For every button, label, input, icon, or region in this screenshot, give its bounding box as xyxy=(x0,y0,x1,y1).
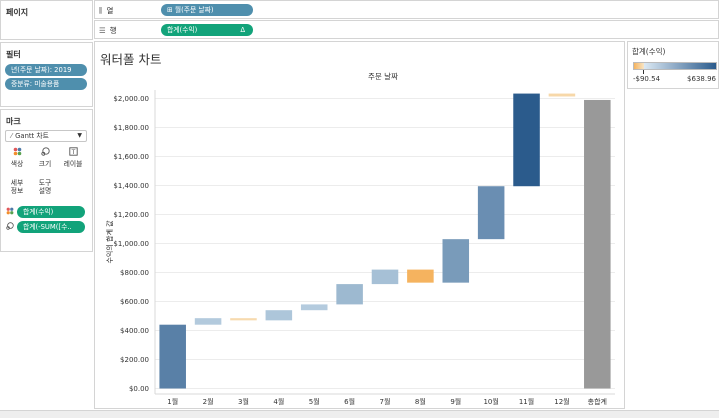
size-icon xyxy=(6,222,14,232)
bar-5 xyxy=(300,304,328,311)
bar-1 xyxy=(159,324,186,389)
x-tick-label: 1월 xyxy=(167,397,178,406)
marks-title: 마크 xyxy=(6,117,21,126)
gantt-icon: ⁄ xyxy=(11,132,13,140)
columns-pill-month[interactable]: ⊞ 월(주문 날짜) xyxy=(161,4,253,16)
legend-zero-marker xyxy=(643,70,645,74)
size-button-label: 크기 xyxy=(38,160,52,168)
bar-4 xyxy=(265,310,293,321)
legend-min-label: -$90.54 xyxy=(633,75,661,83)
pages-title: 페이지 xyxy=(6,8,29,17)
marks-card: 마크 ⁄ Gantt 차트 ▼ 색상 크기 T 레이블 세부 정보 도구 설명 합… xyxy=(0,109,93,252)
x-tick-label: 6월 xyxy=(344,397,355,406)
tooltip-button-label: 도구 설명 xyxy=(38,179,52,195)
legend-title: 합계(수익) xyxy=(632,47,666,56)
mark-type-label: Gantt 차트 xyxy=(15,132,49,140)
filters-card: 필터 년(주문 날짜): 2019 중분류: 미술용품 xyxy=(0,42,93,107)
marks-pill-size[interactable]: 합계(-SUM([수.. xyxy=(17,221,85,233)
color-icon xyxy=(5,147,29,160)
columns-shelf-label: 열 xyxy=(106,6,114,15)
legend-max-label: $638.96 xyxy=(687,75,716,83)
label-button-label: 레이블 xyxy=(63,160,83,168)
chevron-down-icon: ▼ xyxy=(77,132,82,139)
tooltip-button[interactable]: 도구 설명 xyxy=(33,176,57,202)
columns-shelf-label-wrap: ⫼ 열 xyxy=(99,5,113,16)
bar-11 xyxy=(513,93,540,187)
x-tick-label: 5월 xyxy=(309,397,320,406)
color-button[interactable]: 색상 xyxy=(5,147,29,173)
filter-pill-subcategory[interactable]: 중분류: 미술용품 xyxy=(5,78,87,90)
x-tick-label: 7월 xyxy=(380,397,391,406)
label-button[interactable]: T 레이블 xyxy=(61,147,85,173)
x-tick-label: 9월 xyxy=(450,397,461,406)
rows-pill-label: 합계(수익) xyxy=(167,26,198,34)
x-tick-label: 3월 xyxy=(238,397,249,406)
bar-7 xyxy=(371,269,399,285)
columns-shelf[interactable]: ⫼ 열 ⊞ 월(주문 날짜) xyxy=(94,0,719,19)
bar-2 xyxy=(194,318,222,325)
rows-pill-profit[interactable]: 합계(수익) Δ xyxy=(161,24,253,36)
y-tick-label: $2,000.00 xyxy=(113,95,149,103)
rows-shelf-label-wrap: ☰ 행 xyxy=(99,25,117,36)
color-legend[interactable]: 합계(수익) -$90.54 $638.96 xyxy=(627,41,719,89)
y-tick-label: $1,000.00 xyxy=(113,240,149,248)
bar-6 xyxy=(336,284,363,305)
label-icon: T xyxy=(61,147,85,160)
bar-3 xyxy=(230,318,257,321)
x-tick-label: 8월 xyxy=(415,397,426,406)
color-icon xyxy=(6,207,14,217)
y-tick-label: $200.00 xyxy=(120,356,149,364)
detail-button-label: 세부 정보 xyxy=(10,179,24,195)
rows-icon: ☰ xyxy=(99,26,106,35)
bar-12 xyxy=(548,93,576,97)
pages-card: 페이지 xyxy=(0,0,93,40)
legend-gradient xyxy=(633,62,717,70)
filter-pill-year[interactable]: 년(주문 날짜): 2019 xyxy=(5,64,87,76)
marks-pill-color[interactable]: 합계(수익) xyxy=(17,206,85,218)
svg-text:T: T xyxy=(70,149,75,156)
columns-pill-label: 월(주문 날짜) xyxy=(174,6,214,14)
rows-shelf[interactable]: ☰ 행 합계(수익) Δ xyxy=(94,20,719,39)
x-tick-label: 11월 xyxy=(519,397,534,406)
size-icon xyxy=(33,147,57,160)
y-axis-title: 수익의 합계 값 xyxy=(105,220,114,264)
sheet-tabs-strip[interactable] xyxy=(0,410,719,418)
filters-title: 필터 xyxy=(6,50,21,59)
x-tick-label: 12월 xyxy=(554,397,569,406)
y-tick-label: $0.00 xyxy=(129,385,149,393)
columns-icon: ⫼ xyxy=(99,6,103,15)
plus-icon: ⊞ xyxy=(167,6,175,14)
y-tick-label: $1,200.00 xyxy=(113,211,149,219)
y-tick-label: $600.00 xyxy=(120,298,149,306)
x-axis-title: 주문 날짜 xyxy=(368,71,398,81)
y-tick-label: $800.00 xyxy=(120,269,149,277)
bar-13 xyxy=(584,99,611,389)
x-tick-label: 4월 xyxy=(273,397,284,406)
y-tick-label: $1,600.00 xyxy=(113,153,149,161)
y-tick-label: $1,400.00 xyxy=(113,182,149,190)
rows-shelf-label: 행 xyxy=(109,26,117,35)
x-tick-label: 총합계 xyxy=(588,397,607,406)
detail-button[interactable]: 세부 정보 xyxy=(5,176,29,202)
mark-type-select[interactable]: ⁄ Gantt 차트 ▼ xyxy=(5,130,87,142)
y-tick-label: $400.00 xyxy=(120,327,149,335)
x-tick-label: 10월 xyxy=(483,397,498,406)
x-tick-label: 2월 xyxy=(203,397,214,406)
delta-icon: Δ xyxy=(240,26,245,34)
color-button-label: 색상 xyxy=(10,160,24,168)
bar-10 xyxy=(477,186,505,240)
size-button[interactable]: 크기 xyxy=(33,147,57,173)
bar-8 xyxy=(407,269,434,283)
bar-9 xyxy=(442,239,470,283)
y-tick-label: $1,800.00 xyxy=(113,124,149,132)
chart-title: 워터폴 차트 xyxy=(100,52,162,67)
